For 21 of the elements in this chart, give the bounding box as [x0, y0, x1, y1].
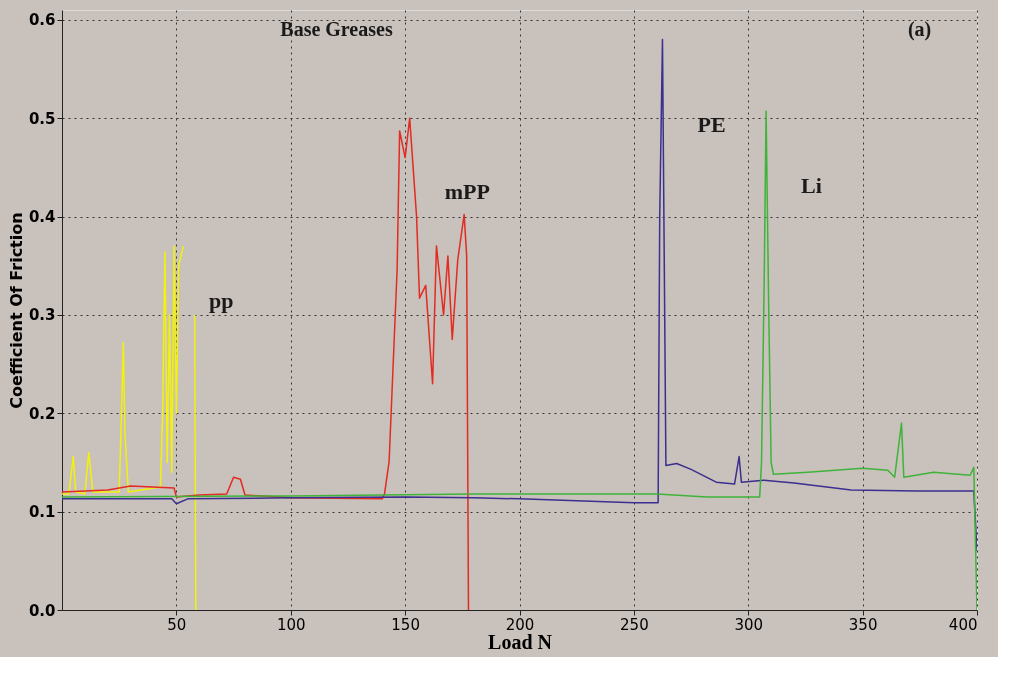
- x-tick-label: 50: [167, 615, 187, 634]
- x-tick-label: 100: [276, 615, 306, 634]
- annotation: Base Greases: [280, 18, 393, 40]
- series-label: mPP: [444, 178, 490, 204]
- x-tick-label: 400: [948, 615, 978, 634]
- y-tick-label: 0.5: [28, 109, 56, 128]
- series-label: Li: [801, 173, 822, 199]
- y-tick-label: 0.1: [28, 503, 56, 522]
- y-tick-label: 0.3: [28, 306, 56, 325]
- y-tick-label: 0.2: [28, 404, 56, 423]
- y-tick-label: 0.6: [28, 11, 56, 30]
- y-tick-label: 0.4: [28, 208, 56, 227]
- y-axis-title: Coefficient Of Friction: [6, 212, 26, 409]
- x-tick-label: 350: [848, 615, 878, 634]
- series-label: PE: [697, 112, 726, 138]
- x-tick-label: 250: [620, 615, 649, 634]
- y-tick-label: 0.0: [28, 601, 56, 620]
- x-tick-label: 300: [734, 615, 764, 634]
- series-label: pp: [209, 287, 234, 313]
- annotation: (a): [907, 18, 932, 41]
- x-tick-label: 150: [391, 615, 420, 634]
